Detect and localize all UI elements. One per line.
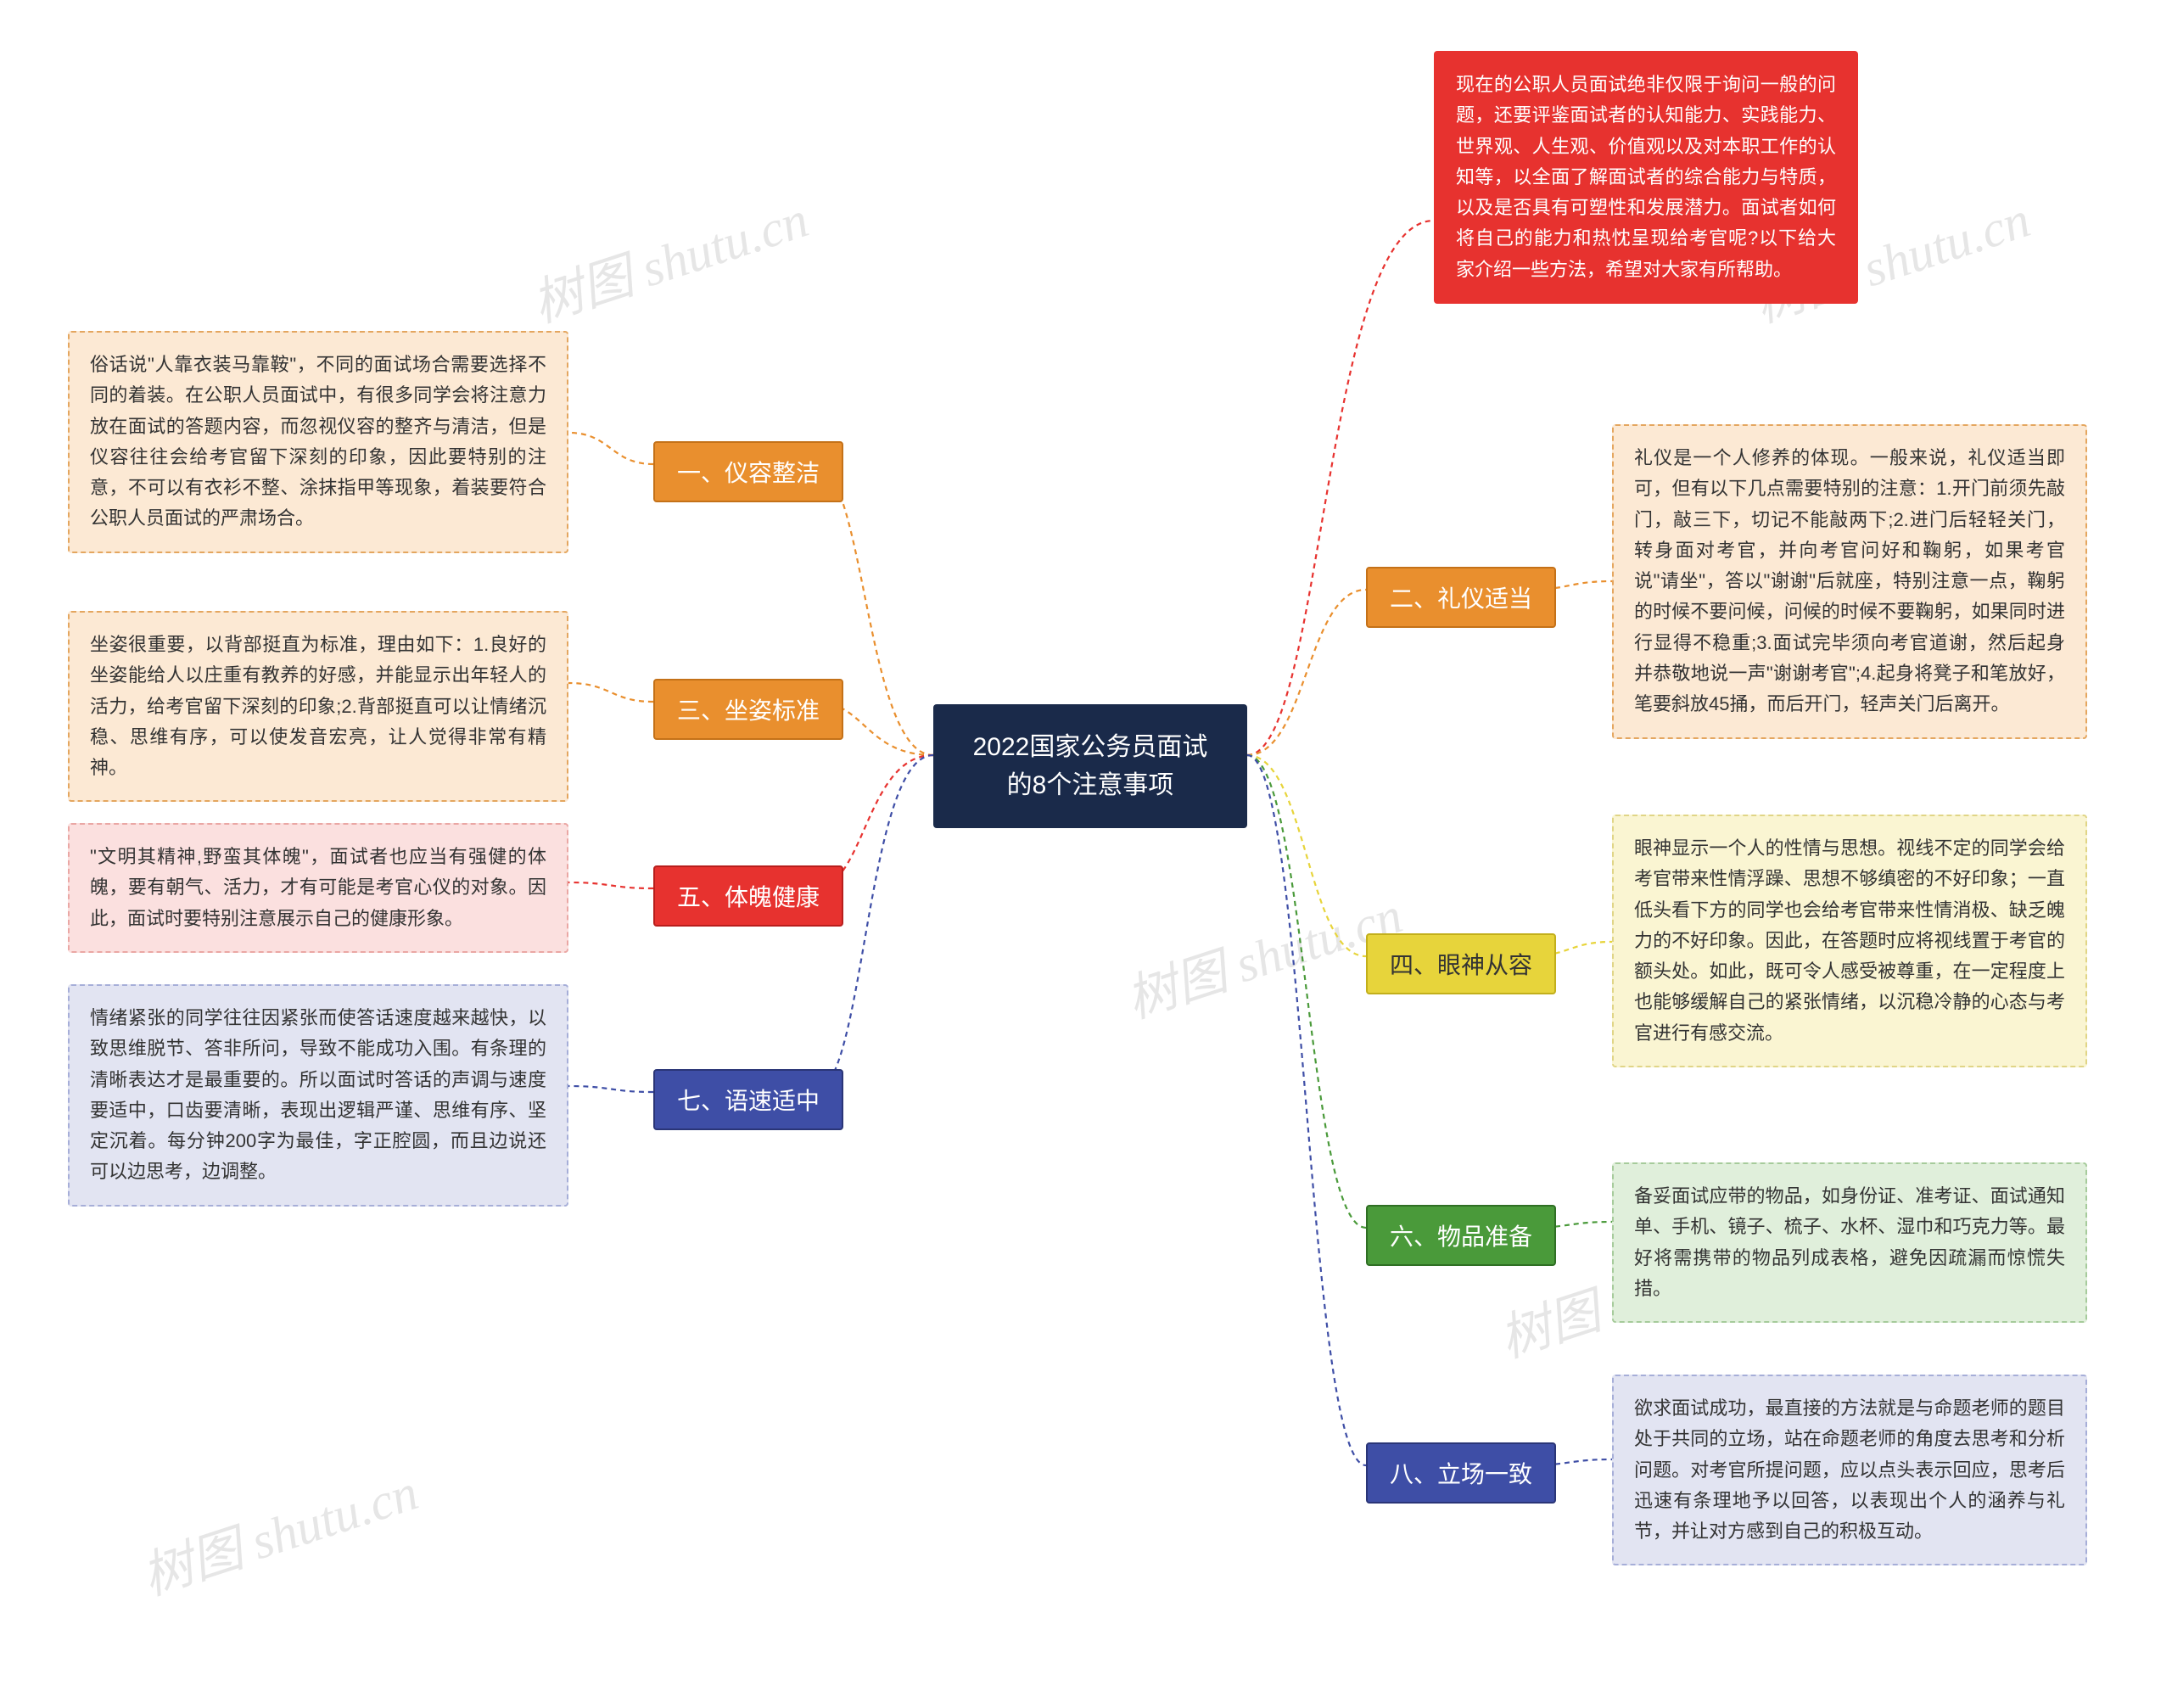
detail-4: 眼神显示一个人的性情与思想。视线不定的同学会给考官带来性情浮躁、思想不够缜密的不… (1612, 815, 2087, 1067)
branch-4: 四、眼神从容 (1366, 933, 1556, 994)
branch-5: 五、体魄健康 (653, 865, 843, 927)
detail-1: 俗话说"人靠衣装马靠鞍"，不同的面试场合需要选择不同的着装。在公职人员面试中，有… (68, 331, 568, 553)
watermark: 树图 shutu.cn (132, 1451, 426, 1610)
branch-1: 一、仪容整洁 (653, 441, 843, 502)
watermark: 树图 shutu.cn (522, 178, 816, 337)
detail-5: "文明其精神,野蛮其体魄"，面试者也应当有强健的体魄，要有朝气、活力，才有可能是… (68, 823, 568, 953)
center-node: 2022国家公务员面试的8个注意事项 (933, 704, 1247, 828)
branch-7: 七、语速适中 (653, 1069, 843, 1130)
detail-3: 坐姿很重要，以背部挺直为标准，理由如下：1.良好的坐姿能给人以庄重有教养的好感，… (68, 611, 568, 802)
branch-6: 六、物品准备 (1366, 1205, 1556, 1266)
detail-2: 礼仪是一个人修养的体现。一般来说，礼仪适当即可，但有以下几点需要特别的注意：1.… (1612, 424, 2087, 739)
detail-8: 欲求面试成功，最直接的方法就是与命题老师的题目处于共同的立场，站在命题老师的角度… (1612, 1375, 2087, 1565)
intro-detail: 现在的公职人员面试绝非仅限于询问一般的问题，还要评鉴面试者的认知能力、实践能力、… (1434, 51, 1858, 304)
branch-3: 三、坐姿标准 (653, 679, 843, 740)
branch-2: 二、礼仪适当 (1366, 567, 1556, 628)
detail-7: 情绪紧张的同学往往因紧张而使答话速度越来越快，以致思维脱节、答非所问，导致不能成… (68, 984, 568, 1207)
branch-8: 八、立场一致 (1366, 1442, 1556, 1504)
detail-6: 备妥面试应带的物品，如身份证、准考证、面试通知单、手机、镜子、梳子、水杯、湿巾和… (1612, 1162, 2087, 1323)
